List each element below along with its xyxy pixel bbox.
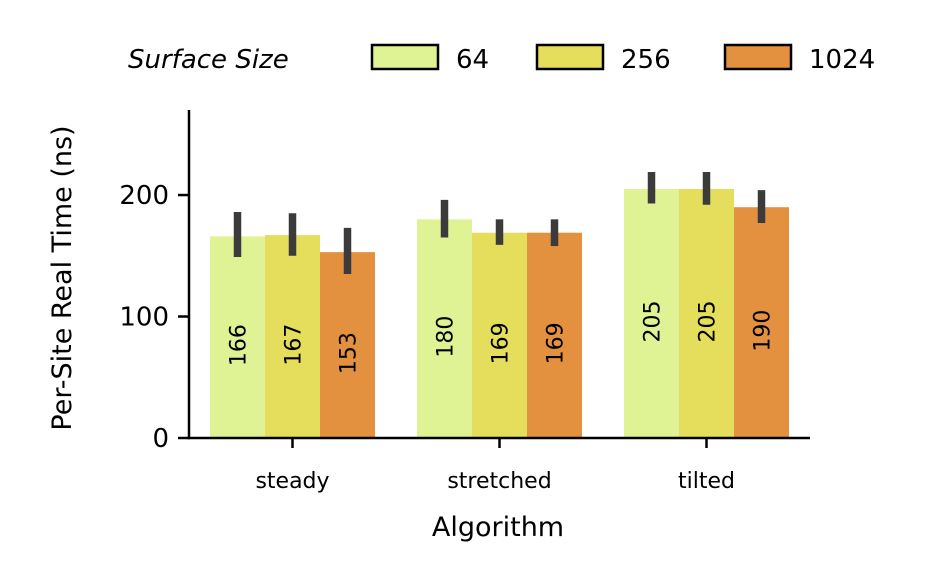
y-tick-label-200: 200 xyxy=(119,181,169,211)
legend: Surface Size 64 256 1024 xyxy=(128,43,875,75)
bar-stretched-256 xyxy=(472,232,527,438)
x-axis-label: Algorithm xyxy=(432,512,564,543)
legend-label-1024: 1024 xyxy=(809,45,875,75)
x-tick-label-tilted: tilted xyxy=(678,469,735,494)
y-tick-label-0: 0 xyxy=(152,424,169,454)
legend-title: Surface Size xyxy=(128,45,289,75)
legend-label-256: 256 xyxy=(621,45,671,75)
bar-label-stretched-1024: 169 xyxy=(544,322,569,364)
legend-swatch-256 xyxy=(535,43,605,71)
legend-swatch-1024 xyxy=(723,43,793,71)
bar-label-tilted-1024: 190 xyxy=(751,310,776,352)
x-tick-label-stretched: stretched xyxy=(447,469,551,494)
legend-label-64: 64 xyxy=(456,45,489,75)
bars-group xyxy=(210,188,789,438)
y-axis-label: Per-Site Real Time (ns) xyxy=(47,125,78,430)
bar-tilted-1024 xyxy=(734,207,789,438)
bar-tilted-64 xyxy=(624,188,679,438)
error-bars-group xyxy=(233,171,766,274)
bar-stretched-1024 xyxy=(527,232,582,438)
bar-label-tilted-64: 205 xyxy=(641,300,666,342)
legend-swatch-64 xyxy=(370,43,440,71)
bar-label-steady-1024: 153 xyxy=(337,332,362,374)
bar-label-tilted-256: 205 xyxy=(696,300,721,342)
y-tick-label-100: 100 xyxy=(119,303,169,333)
bar-label-steady-256: 167 xyxy=(282,324,307,366)
bar-steady-64 xyxy=(210,236,265,438)
bar-label-steady-64: 166 xyxy=(227,324,252,366)
bar-label-stretched-256: 169 xyxy=(489,322,514,364)
bar-stretched-64 xyxy=(417,219,472,438)
bar-labels-group: 166 167 153 180 169 169 205 205 190 xyxy=(227,300,776,374)
bar-label-stretched-64: 180 xyxy=(434,316,459,358)
x-tick-label-steady: steady xyxy=(255,469,329,494)
bar-steady-256 xyxy=(265,235,320,438)
bar-steady-1024 xyxy=(320,252,375,438)
bar-tilted-256 xyxy=(679,188,734,438)
axes-group: steady stretched tilted 0 100 200 xyxy=(119,110,810,494)
